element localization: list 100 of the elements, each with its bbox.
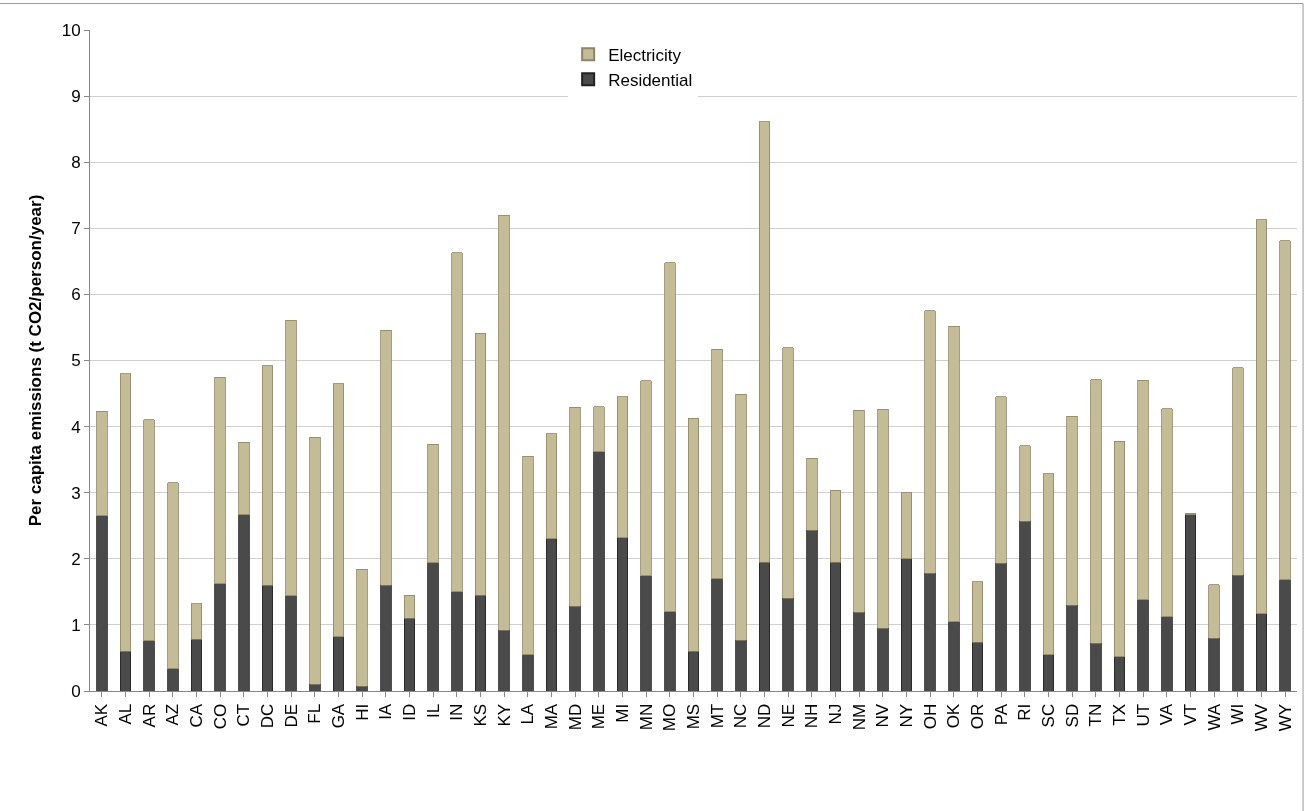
- y-axis-title: Per capita emissions (t CO2/person/year): [26, 194, 46, 527]
- bar: [474, 594, 487, 691]
- bar: [332, 636, 345, 691]
- bar: [1042, 473, 1055, 656]
- x-tick-label: KS: [471, 703, 491, 727]
- y-tick-label: 4: [71, 417, 81, 437]
- x-tick-label: IA: [376, 703, 396, 720]
- x-tick-label: NE: [778, 703, 798, 728]
- x-tick-label: NJ: [826, 703, 846, 725]
- x-tick-label: CO: [210, 703, 230, 730]
- x-tick-label: MI: [613, 703, 633, 723]
- bar: [380, 584, 392, 691]
- x-tick-label: TN: [1086, 703, 1106, 727]
- y-tick-label: 2: [71, 549, 81, 569]
- bar: [403, 594, 416, 619]
- x-tick-label: AZ: [163, 703, 183, 726]
- x-tick-label: OR: [968, 703, 988, 730]
- bar: [616, 396, 629, 539]
- x-tick-label: WY: [1275, 703, 1295, 732]
- bar: [711, 348, 723, 580]
- x-tick-label: CA: [187, 703, 207, 728]
- bar: [664, 262, 676, 613]
- bar: [1090, 643, 1102, 691]
- bar: [853, 611, 865, 691]
- bar: [1232, 367, 1244, 576]
- bar: [451, 591, 463, 691]
- x-tick-label: LA: [518, 703, 538, 725]
- y-tick-label: 10: [61, 20, 81, 40]
- bar: [96, 411, 108, 517]
- bar: [143, 419, 155, 642]
- bar: [971, 581, 984, 643]
- bar: [522, 455, 534, 656]
- legend-label: Electricity: [608, 45, 682, 65]
- bar: [1137, 379, 1149, 601]
- bar: [593, 406, 605, 453]
- x-tick-label: DE: [281, 703, 301, 728]
- bar: [214, 583, 226, 691]
- x-tick-label: VA: [1157, 703, 1177, 726]
- x-tick-label: AK: [92, 703, 112, 727]
- bar: [1208, 584, 1220, 639]
- bar: [545, 433, 558, 540]
- x-tick-label: IN: [447, 703, 467, 721]
- bar: [1161, 408, 1173, 618]
- bar: [995, 396, 1007, 564]
- bar: [1113, 440, 1126, 658]
- bar: [427, 444, 439, 564]
- bar: [687, 417, 700, 652]
- bar: [1255, 219, 1268, 615]
- x-tick-label: MT: [707, 703, 727, 729]
- y-tick-label: 8: [71, 153, 81, 173]
- bar: [1232, 574, 1244, 691]
- bar: [119, 373, 132, 652]
- bar: [948, 621, 960, 691]
- x-tick-label: WV: [1252, 703, 1272, 732]
- x-tick-label: MN: [636, 703, 656, 731]
- bar: [806, 457, 818, 531]
- bar: [190, 639, 203, 691]
- y-tick-label: 3: [71, 483, 81, 503]
- x-tick-label: MA: [542, 703, 562, 730]
- x-tick-label: OH: [920, 703, 940, 730]
- bar: [1066, 415, 1078, 606]
- bar: [1042, 654, 1055, 691]
- legend-label: Residential: [608, 70, 693, 90]
- x-tick-label: RI: [1015, 703, 1035, 721]
- x-tick-label: NC: [731, 703, 751, 729]
- bar: [474, 333, 487, 596]
- bar: [735, 639, 747, 691]
- bar: [569, 407, 581, 607]
- bar: [664, 611, 676, 691]
- bar: [403, 617, 416, 691]
- bar: [96, 515, 108, 691]
- x-tick-label: CT: [234, 703, 254, 727]
- bar: [1019, 520, 1031, 691]
- y-tick-label: 7: [71, 219, 81, 239]
- bar: [1137, 599, 1149, 691]
- x-tick-label: ND: [755, 703, 775, 729]
- bar: [1113, 656, 1126, 691]
- x-tick-label: ID: [400, 703, 420, 721]
- bar: [877, 409, 889, 629]
- bar: [971, 641, 984, 691]
- bar: [143, 640, 155, 691]
- bar: [616, 537, 629, 691]
- x-tick-label: NM: [849, 703, 869, 731]
- y-tick-label: 5: [71, 351, 81, 371]
- bar: [924, 310, 936, 574]
- bar: [687, 650, 700, 691]
- bar: [451, 252, 463, 593]
- bar: [758, 561, 771, 691]
- bar: [1255, 613, 1268, 691]
- bar: [900, 492, 913, 560]
- x-tick-label: DC: [258, 703, 278, 729]
- y-tick-label: 9: [71, 87, 81, 107]
- bar: [640, 380, 652, 577]
- bar: [995, 563, 1007, 691]
- x-tick-label: NY: [897, 703, 917, 728]
- bar: [498, 214, 510, 631]
- bar: [545, 538, 558, 691]
- bar: [427, 562, 439, 691]
- x-tick-label: TX: [1110, 703, 1130, 726]
- bar: [261, 365, 274, 586]
